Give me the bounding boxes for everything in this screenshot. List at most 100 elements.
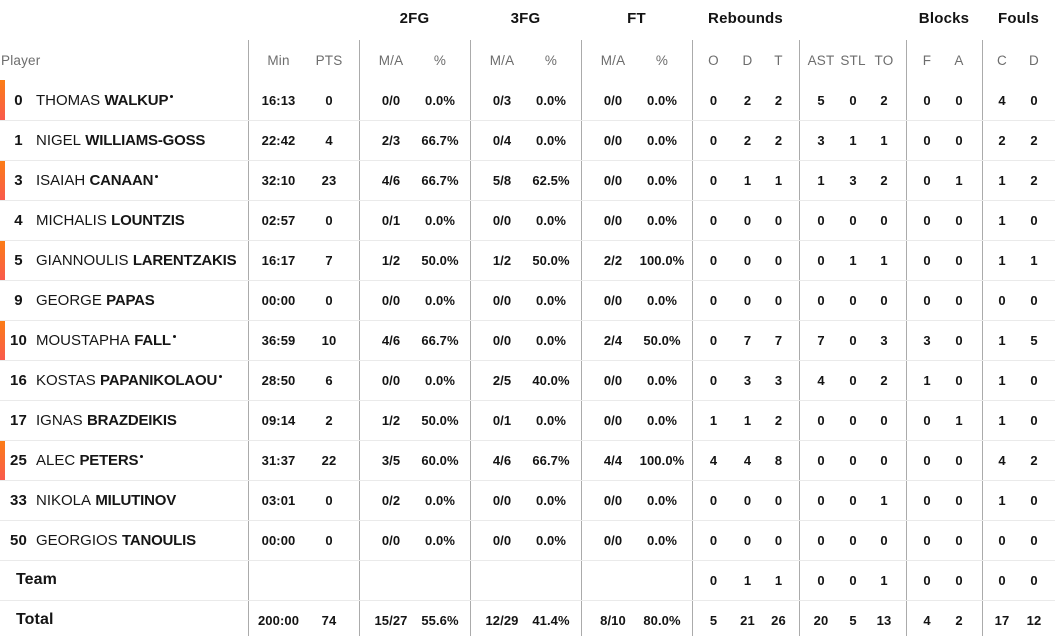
group-header: FT: [627, 10, 646, 27]
stat-cell: 12: [1026, 612, 1042, 628]
stat-cell: 0: [325, 212, 333, 228]
column-header: TO: [874, 52, 894, 68]
stat-cell: 1: [849, 252, 857, 268]
stat-cell: 4/4: [603, 452, 623, 468]
player-last-name: PAPANIKOLAOU: [100, 371, 218, 389]
stat-cell: 50.0%: [421, 412, 459, 428]
starter-dot-icon: [172, 334, 176, 338]
column-header: F: [922, 52, 932, 68]
stat-cell: 0.0%: [646, 372, 678, 388]
stat-cell: 0: [817, 572, 825, 588]
stat-cell: 0: [849, 292, 857, 308]
stat-cell: 5: [849, 612, 857, 628]
player-name[interactable]: ALEC PETERS: [36, 451, 144, 469]
player-first-name: ALEC: [36, 451, 76, 469]
player-name[interactable]: IGNAS BRAZDEIKIS: [36, 412, 177, 429]
stat-cell: 1: [998, 492, 1006, 508]
stat-cell: 7: [817, 332, 825, 348]
player-name[interactable]: NIGEL WILLIAMS-GOSS: [36, 132, 205, 149]
stat-cell: 0/1: [381, 212, 401, 228]
player-row: 9 GEORGE PAPAS 00:00 0 0/0 0.0% 0/0 0.0%…: [0, 280, 1055, 320]
player-name[interactable]: NIKOLA MILUTINOV: [36, 492, 176, 509]
stat-cell: 5: [709, 612, 718, 628]
stat-cell: 0/0: [603, 492, 623, 508]
group-header: Blocks: [918, 10, 970, 27]
player-first-name: NIKOLA: [36, 491, 92, 509]
stat-cell: 0: [817, 452, 825, 468]
stat-cell: 0.0%: [646, 492, 678, 508]
stat-cell: 3: [923, 332, 931, 348]
stat-cell: 0: [1030, 532, 1038, 548]
stat-cell: 2: [743, 92, 752, 108]
starter-dot-icon: [155, 174, 159, 178]
stat-cell: 1/2: [381, 252, 401, 268]
stat-cell: 74: [321, 612, 337, 628]
stat-cell: 36:59: [261, 332, 296, 348]
player-name[interactable]: ISAIAH CANAAN: [36, 172, 159, 189]
stat-cell: 0: [709, 212, 718, 228]
player-name[interactable]: GEORGIOS TANOULIS: [36, 532, 196, 549]
stat-cell: 0: [955, 92, 963, 108]
player-row: 33 NIKOLA MILUTINOV 03:01 0 0/2 0.0% 0/0…: [0, 480, 1055, 520]
player-name[interactable]: GEORGE PAPAS: [36, 292, 155, 309]
stat-cell: 13: [876, 612, 892, 628]
player-name[interactable]: KOSTAS PAPANIKOLAOU: [36, 371, 223, 389]
stat-cell: 0: [1030, 292, 1038, 308]
player-name[interactable]: MOUSTAPHA FALL: [36, 332, 176, 349]
stat-cell: 0: [923, 252, 931, 268]
stat-cell: 1: [743, 412, 752, 428]
stat-cell: 0/0: [492, 332, 512, 348]
stat-cell: 23: [321, 172, 337, 188]
stat-cell: 0: [325, 532, 333, 548]
stat-cell: 0: [849, 452, 857, 468]
stat-cell: 0.0%: [535, 92, 567, 108]
stat-cell: 03:01: [261, 492, 296, 508]
player-first-name: GEORGE: [36, 291, 102, 309]
stat-cell: 17: [994, 612, 1010, 628]
stat-cell: 0/0: [603, 172, 623, 188]
player-name[interactable]: GIANNOULIS LARENTZAKIS: [36, 252, 237, 269]
stat-cell: 0: [743, 292, 752, 308]
stat-cell: 3/5: [381, 452, 401, 468]
player-name[interactable]: MICHALIS LOUNTZIS: [36, 212, 185, 229]
stat-cell: 0: [1030, 412, 1038, 428]
stat-cell: 0.0%: [424, 212, 456, 228]
player-cell: 10 MOUSTAPHA FALL: [0, 332, 248, 349]
stat-cell: 12/29: [485, 612, 519, 628]
column-separator: [581, 40, 582, 636]
stat-cell: 0: [923, 132, 931, 148]
stat-cell: 0.0%: [424, 532, 456, 548]
stat-cell: 4/6: [381, 172, 401, 188]
stat-cell: 10: [321, 332, 337, 348]
on-court-indicator: [0, 240, 5, 280]
stat-cell: 3: [743, 372, 752, 388]
stat-cell: 00:00: [261, 292, 296, 308]
player-row: 17 IGNAS BRAZDEIKIS 09:14 2 1/2 50.0% 0/…: [0, 400, 1055, 440]
stat-cell: 0: [1030, 212, 1038, 228]
row-separator: [0, 360, 1055, 361]
player-cell: 16 KOSTAS PAPANIKOLAOU: [0, 372, 248, 389]
stat-cell: 0: [709, 532, 718, 548]
stat-cell: 7: [774, 332, 783, 348]
stat-cell: 0.0%: [424, 92, 456, 108]
stat-cell: 0/0: [381, 292, 401, 308]
stat-cell: 2: [774, 92, 783, 108]
row-separator: [0, 480, 1055, 481]
stat-cell: 0: [849, 492, 857, 508]
stat-cell: 0: [923, 212, 931, 228]
stat-cell: 3: [817, 132, 825, 148]
stat-cell: 0.0%: [535, 532, 567, 548]
stat-cell: 0/0: [603, 412, 623, 428]
stat-cell: 0: [709, 172, 718, 188]
player-cell: 17 IGNAS BRAZDEIKIS: [0, 412, 248, 429]
stat-cell: 50.0%: [532, 252, 570, 268]
column-separator: [799, 40, 800, 636]
stat-cell: 3: [774, 372, 783, 388]
column-header: %: [544, 52, 558, 68]
stat-cell: 5/8: [492, 172, 512, 188]
player-name[interactable]: THOMAS WALKUP: [36, 92, 174, 109]
stat-cell: 0: [709, 372, 718, 388]
stat-cell: 0: [880, 412, 888, 428]
starter-dot-icon: [219, 374, 223, 378]
